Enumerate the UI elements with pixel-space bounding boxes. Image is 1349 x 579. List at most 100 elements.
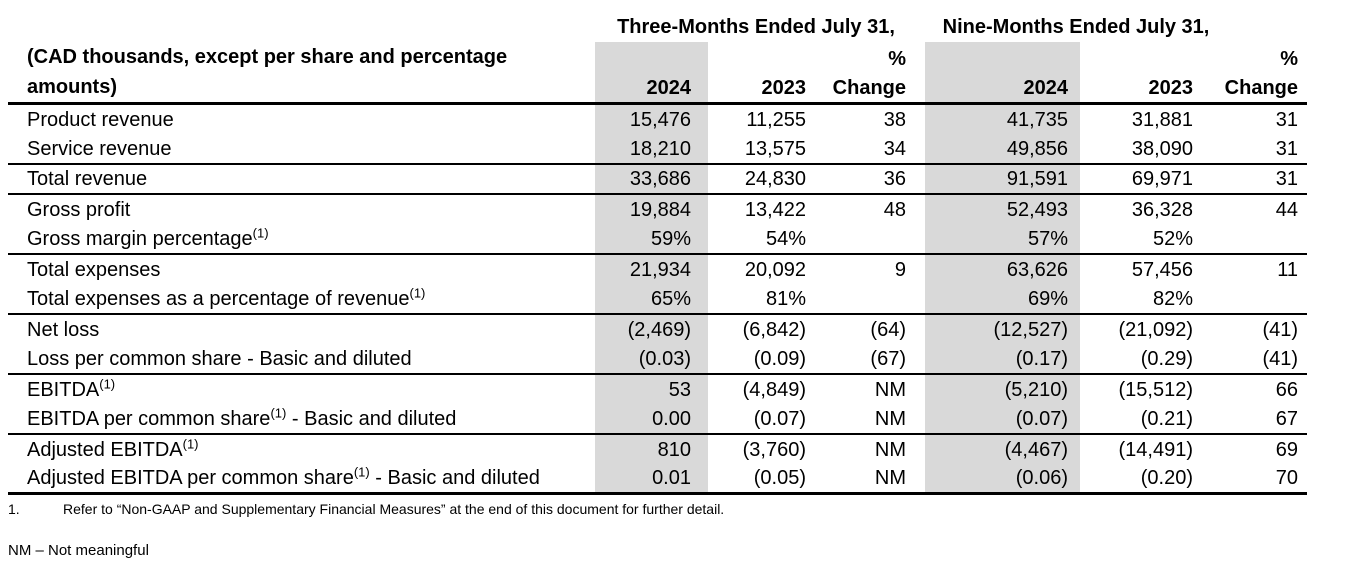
footnote-ref: (1): [182, 435, 199, 451]
cell-9m-2024: (4,467): [925, 433, 1080, 464]
column-gap: [917, 42, 925, 73]
cell-3m-change: 34: [828, 133, 917, 165]
cell-3m-change: NM: [828, 403, 917, 435]
cell-3m-2023: 20,092: [744, 258, 806, 281]
cell-9m-change: 69: [1275, 438, 1299, 461]
financial-results-table: Three-Months Ended July 31, Nine-Months …: [8, 10, 1308, 495]
footnote-number: 1.: [8, 501, 20, 517]
row-label-cell: Adjusted EBITDA per common share(1) - Ba…: [8, 463, 595, 495]
nm-note: NM – Not meaningful: [8, 542, 149, 559]
row-label: Total expenses as a percentage of revenu…: [27, 287, 410, 310]
cell-3m-change: NM: [874, 378, 906, 401]
col-header-3m-change: Change: [828, 72, 917, 105]
cell-9m-2023: (15,512): [1118, 378, 1194, 401]
footnote-1: 1. Refer to “Non-GAAP and Supplementary …: [8, 501, 1349, 518]
cell-9m-2023: 36,328: [1131, 198, 1193, 221]
column-gap: [917, 343, 925, 375]
cell-3m-2023: (0.05): [708, 463, 828, 495]
cell-9m-2024: 49,856: [925, 133, 1080, 165]
row-label-cell: Net loss: [8, 314, 595, 344]
row-label: Loss per common share - Basic and dilute…: [27, 347, 412, 370]
footnote-ref: (1): [270, 404, 287, 420]
table-row: Total expenses as a percentage of revenu…: [8, 283, 1308, 315]
row-label-suffix: - Basic and diluted: [369, 467, 540, 489]
table-row: Total expenses 21,934 20,092 9 63,626 57…: [8, 253, 1307, 284]
column-gap: [917, 10, 925, 42]
footnote-text: Refer to “Non-GAAP and Supplementary Fin…: [63, 501, 725, 517]
row-label: Adjusted EBITDA per common share: [27, 467, 354, 489]
cell-9m-2024: (0.06): [925, 463, 1080, 495]
footnote-ref: (1): [99, 375, 116, 391]
cell-9m-change: [1205, 223, 1308, 255]
cell-3m-2023: (4,849): [742, 378, 806, 401]
column-gap: [917, 434, 925, 464]
table-row: Loss per common share - Basic and dilute…: [8, 343, 1308, 375]
table-row: EBITDA(1) 53 (4,849) NM (5,210) (15,512)…: [8, 373, 1307, 404]
table-row: Net loss (2,469) (6,842) (64) (12,527) (…: [8, 313, 1307, 344]
cell-9m-change: 31: [1205, 163, 1308, 195]
cell-3m-2023: 81%: [708, 283, 828, 315]
cell-9m-2023: 69,971: [1080, 163, 1205, 195]
table-row: EBITDA per common share(1) - Basic and d…: [8, 403, 1308, 435]
percent-header-row: (CAD thousands, except per share and per…: [8, 42, 1307, 105]
nine-months-group-header: Nine-Months Ended July 31,: [942, 16, 1210, 38]
table-row: Adjusted EBITDA(1) 810 (3,760) NM (4,467…: [8, 433, 1307, 464]
cell-9m-2023: (0.21): [1080, 403, 1205, 435]
table-caption: (CAD thousands, except per share and per…: [8, 42, 595, 105]
cell-9m-2023: 57,456: [1131, 258, 1193, 281]
table-row: Product revenue 15,476 11,255 38 41,735 …: [8, 103, 1307, 134]
table-row: Gross margin percentage(1) 59% 54% 57% 5…: [8, 223, 1308, 255]
cell-9m-change: 31: [1275, 108, 1299, 131]
row-label: EBITDA: [27, 378, 100, 401]
cell-3m-2024: 53: [595, 373, 708, 404]
cell-3m-2024: 59%: [595, 223, 708, 255]
cell-3m-change: 48: [883, 198, 906, 221]
col-header-3m-2023: 2023: [708, 72, 828, 105]
cell-3m-2023: (0.07): [708, 403, 828, 435]
shaded-cell: [595, 42, 708, 73]
cell-3m-2024: 810: [595, 433, 708, 464]
table-row: Gross profit 19,884 13,422 48 52,493 36,…: [8, 193, 1307, 224]
cell-3m-2023: 11,255: [746, 108, 806, 131]
cell-9m-change: 31: [1205, 133, 1308, 165]
column-gap: [917, 72, 925, 105]
cell-3m-2024: (0.03): [595, 343, 708, 375]
cell-9m-change: (41): [1262, 318, 1299, 341]
cell-3m-2023: (3,760): [742, 438, 806, 461]
cell-3m-change: 38: [883, 108, 906, 131]
row-label: Gross profit: [27, 198, 131, 221]
cell-3m-2023: 13,575: [708, 133, 828, 165]
table-row: Service revenue 18,210 13,575 34 49,856 …: [8, 133, 1308, 165]
table-row: Total revenue 33,686 24,830 36 91,591 69…: [8, 163, 1308, 195]
column-gap: [917, 463, 925, 495]
cell-3m-2024: 19,884: [595, 193, 708, 224]
column-gap: [917, 133, 925, 165]
row-label-cell: Gross profit: [8, 194, 595, 224]
caption-line-1: (CAD thousands, except per share and per…: [27, 46, 508, 68]
column-gap: [917, 194, 925, 224]
shaded-cell: [925, 42, 1080, 73]
row-label: Service revenue: [27, 137, 172, 160]
column-gap: [917, 403, 925, 435]
cell-9m-2023: 52%: [1080, 223, 1205, 255]
cell-9m-change: [1205, 283, 1308, 315]
cell-3m-2024: (2,469): [595, 313, 708, 344]
cell-3m-2024: 0.01: [595, 463, 708, 495]
column-gap: [917, 223, 925, 255]
cell-3m-2024: 33,686: [595, 163, 708, 195]
row-label-cell: Loss per common share - Basic and dilute…: [8, 343, 595, 375]
row-label-cell: EBITDA per common share(1) - Basic and d…: [8, 403, 595, 435]
cell-3m-change: 9: [894, 258, 906, 281]
cell-3m-2024: 21,934: [595, 253, 708, 284]
three-months-group-header: Three-Months Ended July 31,: [617, 16, 895, 38]
cell-3m-2023: 54%: [708, 223, 828, 255]
cell-9m-2023: 31,881: [1131, 108, 1193, 131]
cell-9m-2024: 63,626: [925, 253, 1080, 284]
row-label: Net loss: [27, 318, 100, 341]
row-label-cell: Total expenses as a percentage of revenu…: [8, 283, 595, 315]
empty-cell: [1080, 42, 1205, 73]
col-header-9m-2024: 2024: [925, 72, 1080, 105]
col-header-9m-change: Change: [1205, 72, 1308, 105]
cell-9m-change: 66: [1275, 378, 1299, 401]
col-header-3m-2024: 2024: [595, 72, 708, 105]
